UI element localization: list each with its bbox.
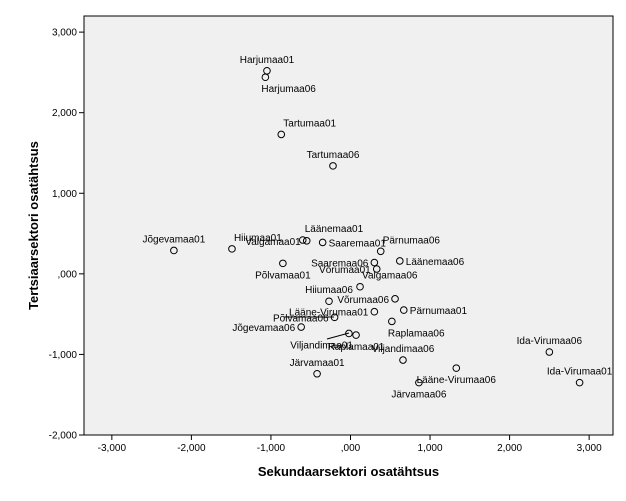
x-tick-label: -3,000 — [98, 443, 127, 454]
data-point-label: Jõgevamaa01 — [142, 234, 205, 245]
data-point-label: Lääne-Virumaa06 — [417, 375, 497, 386]
y-axis-title: Tertsiaarsektori osatähtsus — [26, 141, 41, 310]
x-tick-label: ,000 — [341, 443, 361, 454]
y-tick-label: 1,000 — [52, 189, 77, 200]
y-tick-label: ,000 — [58, 269, 78, 280]
data-point-label: Järvamaa01 — [290, 358, 345, 369]
data-point-label: Võrumaa06 — [337, 295, 389, 306]
scatter-chart: -3,000 -2,000 -1,000 ,000 1,000 2,000 3,000 -2,… — [0, 0, 626, 501]
x-tick-label: -2,000 — [177, 443, 206, 454]
data-point-label: Ida-Virumaa06 — [517, 336, 583, 347]
y-tick-label: -1,000 — [49, 350, 78, 361]
y-tick-label: 3,000 — [52, 28, 77, 39]
data-point-label: Valgamaa01 — [245, 237, 301, 248]
x-tick-label: 1,000 — [418, 443, 443, 454]
y-tick-label: -2,000 — [49, 431, 78, 442]
y-tick-label: 2,000 — [52, 108, 77, 119]
x-tick-label: 2,000 — [497, 443, 522, 454]
data-point-label: Harjumaa06 — [261, 84, 316, 95]
data-point-label: Ida-Virumaa01 — [547, 367, 613, 378]
data-point-label: Tartumaa06 — [307, 150, 360, 161]
data-point-label: Läänemaa06 — [406, 257, 465, 268]
data-point-label: Järvamaa06 — [391, 390, 446, 401]
data-point-label: Viljandimaa06 — [372, 344, 435, 355]
data-point-label: Harjumaa01 — [240, 55, 295, 66]
x-tick-label: -1,000 — [257, 443, 286, 454]
data-point-label: Pärnumaa06 — [383, 235, 441, 246]
data-point-label: Raplamaa06 — [388, 328, 445, 339]
data-point-label: Saaremaa01 — [329, 238, 387, 249]
x-tick-label: 3,000 — [577, 443, 602, 454]
x-axis-title: Sekundaarsektori osatähtsus — [258, 464, 439, 479]
data-point-label: Jõgevamaa06 — [232, 323, 295, 334]
data-point-label: Tartumaa01 — [283, 118, 336, 129]
data-point-label: Põlvamaa01 — [255, 270, 311, 281]
data-point-label: Valgamaa06 — [362, 271, 418, 282]
data-point-label: Pärnumaa01 — [410, 306, 468, 317]
data-point-label: Läänemaa01 — [305, 224, 364, 235]
